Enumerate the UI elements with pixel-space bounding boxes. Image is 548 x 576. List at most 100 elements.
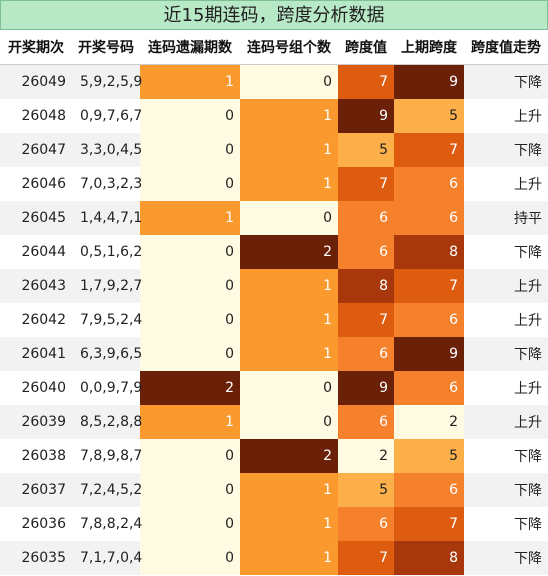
cell-prev-span: 6	[394, 472, 464, 507]
cell-prev-span: 8	[394, 540, 464, 575]
cell-prev-span: 8	[394, 234, 464, 269]
cell-span: 9	[338, 370, 394, 405]
cell-span: 6	[338, 336, 394, 371]
table-row: 26049 5,9,2,5,9 1 0 7 9 下降	[0, 64, 548, 99]
cell-miss: 0	[140, 506, 240, 541]
cell-prev-span: 5	[394, 98, 464, 133]
cell-groups: 1	[240, 166, 338, 201]
cell-span: 9	[338, 98, 394, 133]
header-miss: 连码遗漏期数	[140, 30, 240, 65]
cell-groups: 1	[240, 302, 338, 337]
cell-numbers: 0,9,7,6,7	[72, 98, 142, 133]
table-row: 26044 0,5,1,6,2 0 2 6 8 下降	[0, 234, 548, 269]
cell-span: 6	[338, 234, 394, 269]
cell-prev-span: 6	[394, 166, 464, 201]
cell-trend: 下降	[464, 472, 548, 507]
table-row: 26041 6,3,9,6,5 0 1 6 9 下降	[0, 336, 548, 371]
cell-prev-span: 6	[394, 200, 464, 235]
cell-groups: 1	[240, 540, 338, 575]
cell-span: 5	[338, 472, 394, 507]
cell-numbers: 1,4,4,7,1	[72, 200, 142, 235]
cell-miss: 0	[140, 472, 240, 507]
cell-miss: 0	[140, 166, 240, 201]
cell-prev-span: 5	[394, 438, 464, 473]
header-row: 开奖期次 开奖号码 连码遗漏期数 连码号组个数 跨度值 上期跨度 跨度值走势	[0, 30, 548, 65]
cell-groups: 1	[240, 98, 338, 133]
cell-groups: 0	[240, 370, 338, 405]
cell-numbers: 7,0,3,2,3	[72, 166, 142, 201]
cell-numbers: 7,8,9,8,7	[72, 438, 142, 473]
cell-trend: 上升	[464, 302, 548, 337]
cell-miss: 0	[140, 302, 240, 337]
cell-trend: 上升	[464, 98, 548, 133]
cell-groups: 2	[240, 234, 338, 269]
cell-span: 8	[338, 268, 394, 303]
table-row: 26043 1,7,9,2,7 0 1 8 7 上升	[0, 268, 548, 303]
cell-numbers: 8,5,2,8,8	[72, 404, 142, 439]
cell-period: 26039	[0, 404, 72, 439]
cell-miss: 2	[140, 370, 240, 405]
cell-groups: 1	[240, 268, 338, 303]
cell-miss: 0	[140, 98, 240, 133]
cell-miss: 0	[140, 234, 240, 269]
cell-miss: 0	[140, 540, 240, 575]
cell-prev-span: 7	[394, 132, 464, 167]
cell-numbers: 3,3,0,4,5	[72, 132, 142, 167]
cell-groups: 1	[240, 506, 338, 541]
cell-period: 26045	[0, 200, 72, 235]
header-trend: 跨度值走势	[464, 30, 548, 65]
table-row: 26035 7,1,7,0,4 0 1 7 8 下降	[0, 540, 548, 575]
data-table: 开奖期次 开奖号码 连码遗漏期数 连码号组个数 跨度值 上期跨度 跨度值走势 2…	[0, 30, 548, 575]
cell-trend: 下降	[464, 234, 548, 269]
header-numbers: 开奖号码	[72, 30, 140, 65]
cell-numbers: 0,0,9,7,9	[72, 370, 142, 405]
cell-span: 2	[338, 438, 394, 473]
cell-trend: 持平	[464, 200, 548, 235]
cell-period: 26044	[0, 234, 72, 269]
cell-groups: 0	[240, 404, 338, 439]
header-span: 跨度值	[338, 30, 394, 65]
cell-groups: 0	[240, 64, 338, 99]
cell-period: 26042	[0, 302, 72, 337]
cell-period: 26035	[0, 540, 72, 575]
cell-period: 26038	[0, 438, 72, 473]
cell-miss: 0	[140, 438, 240, 473]
cell-span: 7	[338, 540, 394, 575]
cell-period: 26047	[0, 132, 72, 167]
table-row: 26039 8,5,2,8,8 1 0 6 2 上升	[0, 404, 548, 439]
table-row: 26040 0,0,9,7,9 2 0 9 6 上升	[0, 370, 548, 405]
cell-span: 7	[338, 166, 394, 201]
table-row: 26036 7,8,8,2,4 0 1 6 7 下降	[0, 506, 548, 541]
cell-miss: 0	[140, 336, 240, 371]
table-row: 26037 7,2,4,5,2 0 1 5 6 下降	[0, 472, 548, 507]
cell-numbers: 5,9,2,5,9	[72, 64, 142, 99]
cell-prev-span: 6	[394, 302, 464, 337]
cell-period: 26041	[0, 336, 72, 371]
cell-trend: 上升	[464, 404, 548, 439]
table-row: 26048 0,9,7,6,7 0 1 9 5 上升	[0, 98, 548, 133]
cell-prev-span: 9	[394, 64, 464, 99]
cell-period: 26040	[0, 370, 72, 405]
cell-numbers: 1,7,9,2,7	[72, 268, 142, 303]
cell-prev-span: 7	[394, 506, 464, 541]
cell-prev-span: 9	[394, 336, 464, 371]
cell-period: 26037	[0, 472, 72, 507]
cell-trend: 下降	[464, 336, 548, 371]
cell-numbers: 7,2,4,5,2	[72, 472, 142, 507]
cell-span: 7	[338, 302, 394, 337]
table-row: 26045 1,4,4,7,1 1 0 6 6 持平	[0, 200, 548, 235]
cell-span: 6	[338, 404, 394, 439]
cell-span: 7	[338, 64, 394, 99]
cell-groups: 2	[240, 438, 338, 473]
table-row: 26047 3,3,0,4,5 0 1 5 7 下降	[0, 132, 548, 167]
cell-trend: 上升	[464, 268, 548, 303]
cell-period: 26048	[0, 98, 72, 133]
cell-period: 26043	[0, 268, 72, 303]
cell-trend: 下降	[464, 132, 548, 167]
cell-prev-span: 2	[394, 404, 464, 439]
cell-trend: 上升	[464, 370, 548, 405]
cell-groups: 1	[240, 132, 338, 167]
cell-numbers: 6,3,9,6,5	[72, 336, 142, 371]
cell-miss: 1	[140, 404, 240, 439]
